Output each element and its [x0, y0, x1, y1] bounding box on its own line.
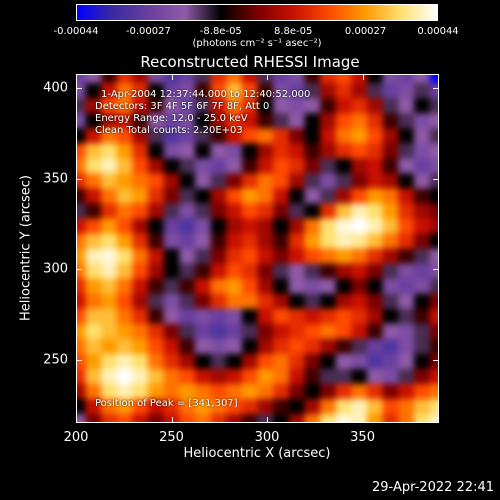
y-tick-mark: [76, 359, 82, 361]
x-tick-mark: [76, 74, 77, 80]
y-tick-label: 350: [43, 171, 68, 187]
y-tick-mark: [433, 359, 439, 361]
y-tick-mark: [433, 178, 439, 180]
x-tick-mark: [362, 74, 364, 80]
x-tick-label: 200: [63, 430, 89, 445]
x-tick-label: 350: [350, 430, 375, 445]
y-tick-mark: [433, 269, 439, 271]
y-axis-label: Heliocentric Y (arcsec): [18, 175, 34, 321]
y-tick-mark: [76, 88, 82, 90]
time-range-text: 1-Apr-2004 12:37:44.000 to 12:40:52.000: [101, 89, 311, 100]
plot-timestamp: 29-Apr-2022 22:41: [372, 480, 494, 495]
y-tick-mark: [76, 178, 82, 180]
energy-range-text: Energy Range: 12.0 - 25.0 keV: [95, 113, 248, 124]
colorbar-tick-label: -8.8e-05: [199, 26, 242, 37]
y-tick-mark: [76, 269, 82, 271]
colorbar-tick-label: -0.00044: [53, 26, 99, 37]
colorbar: [76, 4, 438, 21]
x-tick-label: 300: [254, 430, 280, 445]
x-tick-label: 250: [159, 430, 184, 445]
y-tick-label: 400: [43, 80, 68, 96]
plot-area: 1-Apr-2004 12:37:44.000 to 12:40:52.000 …: [76, 74, 439, 423]
colorbar-tick-label: -0.00027: [125, 26, 171, 37]
y-tick-label: 250: [43, 352, 68, 368]
colorbar-tick-label: 8.8e-05: [273, 26, 313, 37]
clean-total-counts-text: Clean Total counts: 2.20E+03: [95, 125, 243, 136]
x-tick-mark: [171, 74, 173, 80]
chart-title: Reconstructed RHESSI Image: [140, 53, 360, 71]
x-tick-mark: [171, 417, 173, 423]
x-tick-mark: [362, 417, 364, 423]
x-tick-mark: [267, 74, 269, 80]
x-tick-mark: [76, 417, 77, 423]
x-tick-mark: [267, 417, 269, 423]
colorbar-tick-label: 0.00027: [344, 26, 387, 37]
heatmap-image: [77, 75, 438, 422]
colorbar-units: (photons cm⁻² s⁻¹ asec⁻²): [192, 38, 322, 49]
peak-position-text: Position of Peak = [341,307]: [95, 398, 238, 409]
detectors-text: Detectors: 3F 4F 5F 6F 7F 8F, Att 0: [95, 101, 270, 112]
y-tick-mark: [433, 88, 439, 90]
x-axis-label: Heliocentric X (arcsec): [183, 446, 331, 461]
colorbar-tick-label: 0.00044: [417, 26, 459, 37]
y-tick-label: 300: [43, 261, 68, 277]
